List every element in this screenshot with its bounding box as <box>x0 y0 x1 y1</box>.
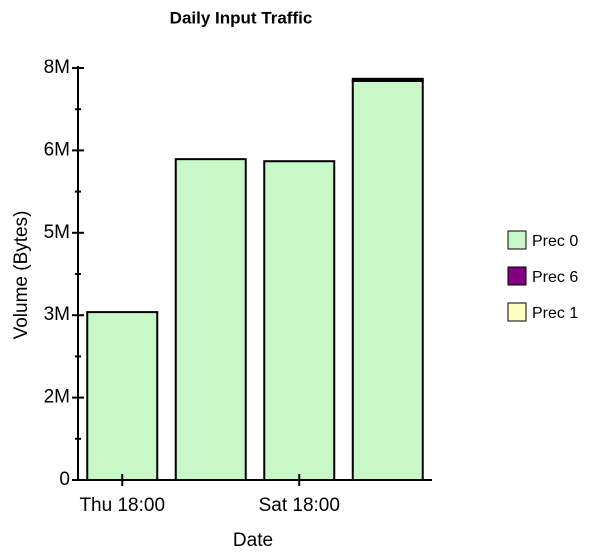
chart-title: Daily Input Traffic <box>170 8 313 27</box>
bar-segment <box>174 158 247 481</box>
y-tick-label: 6M <box>44 139 70 160</box>
legend-label: Prec 1 <box>532 305 578 322</box>
legend-swatch <box>507 230 527 250</box>
legend-label: Prec 6 <box>532 269 578 286</box>
legend-label: Prec 0 <box>532 233 578 250</box>
bar-segment <box>351 77 424 82</box>
legend-swatch <box>507 302 527 322</box>
y-tick-label: 8M <box>44 57 70 78</box>
bar-segment <box>351 79 424 481</box>
y-tick-label: 0 <box>59 469 70 490</box>
x-axis-title: Date <box>233 530 273 551</box>
bar-segment <box>86 311 159 481</box>
y-tick-label: 3M <box>44 304 70 325</box>
bar-segment <box>263 160 336 481</box>
x-tick-label: Sat 18:00 <box>259 495 340 516</box>
y-tick-label: 5M <box>44 222 70 243</box>
y-tick-label: 2M <box>44 387 70 408</box>
y-axis-title: Volume (Bytes) <box>11 211 32 340</box>
legend-swatch <box>507 266 527 286</box>
legend: Prec 0 Prec 6 Prec 1 <box>507 230 578 322</box>
x-tick-label: Thu 18:00 <box>79 495 165 516</box>
